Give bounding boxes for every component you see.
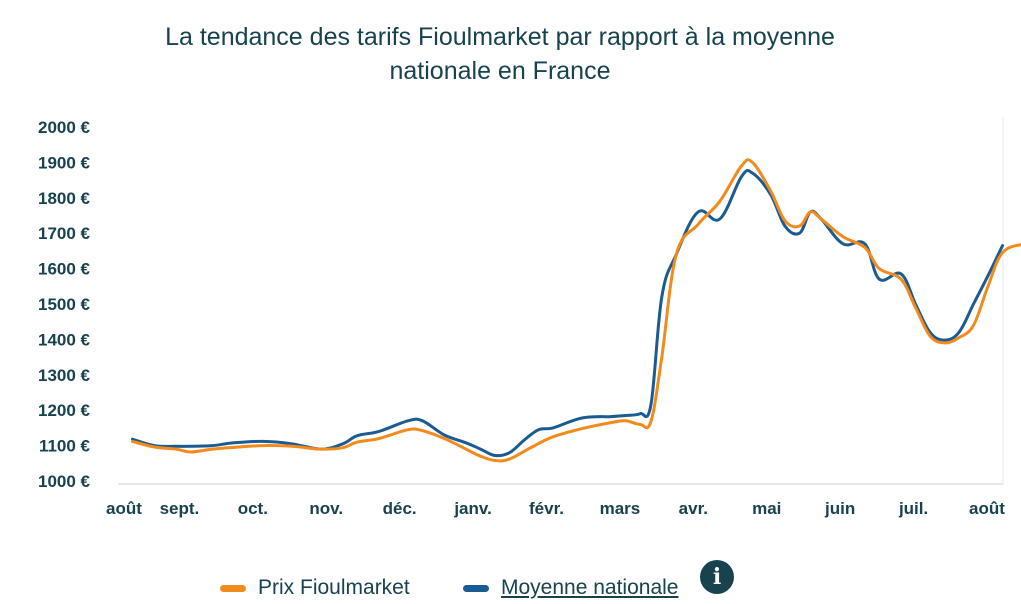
x-tick-label: janv. (453, 499, 491, 518)
legend-label-prix-fioulmarket: Prix Fioulmarket (258, 576, 410, 599)
y-tick-label: 1600 € (38, 260, 91, 279)
legend: Prix Fioulmarket Moyenne nationale i (0, 560, 1021, 604)
series-line-prix-fioulmarket (131, 158, 1021, 463)
y-tick-label: 1800 € (38, 189, 91, 208)
legend-swatch-prix-fioulmarket (220, 584, 246, 592)
x-tick-label: déc. (383, 499, 417, 518)
x-tick-label: avr. (679, 499, 708, 518)
x-tick-label: oct. (238, 499, 268, 518)
legend-item-moyenne-nationale[interactable]: Moyenne nationale (463, 576, 678, 600)
x-tick-label: sept. (160, 499, 200, 518)
x-axis: août sept. oct. nov. déc. janv. févr. mars avr. m… (106, 117, 1005, 518)
x-tick-label: févr. (529, 499, 564, 518)
x-tick-label: mai (752, 499, 781, 518)
y-tick-label: 1700 € (38, 224, 91, 243)
y-axis: 2000 € 1900 € 1800 € 1700 € 1600 € 1500 € 1400… (38, 118, 91, 491)
y-tick-label: 1500 € (38, 295, 91, 314)
x-tick-label: août (106, 499, 142, 518)
x-tick-label: juil. (898, 499, 928, 518)
chart-title-line-2: nationale en France (389, 57, 611, 85)
x-tick-label: nov. (309, 499, 343, 518)
y-tick-label: 1900 € (38, 153, 91, 172)
y-tick-label: 1300 € (38, 366, 91, 385)
chart-title: La tendance des tarifs Fioulmarket par r… (0, 20, 1000, 88)
legend-swatch-moyenne-nationale (463, 584, 489, 592)
chart-title-line-1: La tendance des tarifs Fioulmarket par r… (165, 23, 835, 51)
series-layer (131, 158, 1021, 463)
legend-label-moyenne-nationale: Moyenne nationale (501, 576, 679, 599)
info-icon[interactable]: i (700, 560, 734, 594)
y-tick-label: 1100 € (39, 437, 91, 456)
x-tick-label: mars (600, 499, 641, 518)
legend-item-prix-fioulmarket[interactable]: Prix Fioulmarket (220, 576, 410, 600)
x-tick-label: juin (824, 499, 855, 518)
y-tick-label: 2000 € (38, 118, 91, 137)
y-tick-label: 1000 € (38, 472, 91, 491)
y-tick-label: 1400 € (38, 330, 91, 349)
series-line-moyenne-nationale (131, 168, 1004, 458)
y-tick-label: 1200 € (38, 401, 91, 420)
line-chart: 2000 € 1900 € 1800 € 1700 € 1600 € 1500 € 1400… (38, 117, 1021, 518)
x-tick-label: août (969, 499, 1005, 518)
